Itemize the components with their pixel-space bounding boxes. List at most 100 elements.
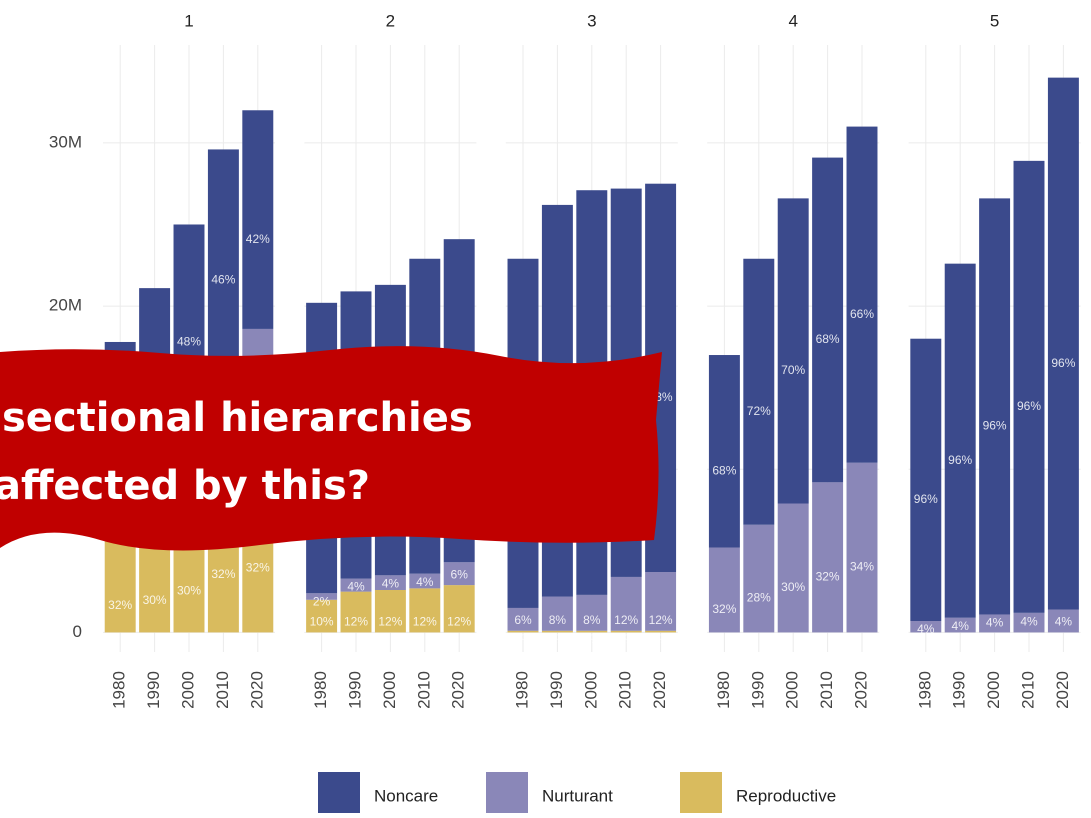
- facet-title: 5: [990, 11, 999, 30]
- legend-label: Reproductive: [736, 786, 836, 805]
- banner-shape: [0, 346, 662, 551]
- x-tick-label: 2000: [581, 671, 600, 709]
- bar-segment: [708, 547, 740, 633]
- value-label: 4%: [416, 575, 434, 589]
- value-label: 28%: [747, 591, 771, 605]
- value-label: 96%: [1051, 356, 1075, 370]
- y-tick-label: 30M: [49, 132, 82, 151]
- x-tick-label: 2010: [817, 671, 836, 709]
- value-label: 12%: [614, 613, 638, 627]
- bar-segment: [846, 126, 878, 463]
- value-label: 46%: [211, 273, 235, 287]
- value-label: 4%: [917, 622, 935, 636]
- x-tick-label: 2010: [213, 671, 232, 709]
- value-label: 8%: [583, 613, 601, 627]
- x-tick-label: 1990: [345, 671, 364, 709]
- value-label: 42%: [246, 232, 270, 246]
- value-label: 12%: [649, 613, 673, 627]
- legend-swatch: [486, 772, 528, 813]
- bar-segment: [409, 588, 441, 633]
- bar-segment: [541, 630, 573, 633]
- value-label: 6%: [451, 567, 469, 581]
- bar-segment: [1013, 160, 1045, 613]
- legend-swatch: [318, 772, 360, 813]
- x-tick-label: 1980: [714, 671, 733, 709]
- x-tick-label: 1990: [748, 671, 767, 709]
- value-label: 12%: [344, 615, 368, 629]
- x-tick-label: 1980: [915, 671, 934, 709]
- facet-title: 3: [587, 11, 596, 30]
- bar-segment: [576, 630, 608, 633]
- value-label: 4%: [952, 619, 970, 633]
- bar-segment: [743, 524, 775, 633]
- value-label: 68%: [816, 332, 840, 346]
- value-label: 2%: [313, 594, 331, 608]
- value-label: 4%: [347, 580, 365, 594]
- bar-segment: [374, 589, 406, 633]
- x-tick-label: 1980: [311, 671, 330, 709]
- x-tick-label: 1990: [547, 671, 566, 709]
- value-label: 70%: [781, 363, 805, 377]
- legend: Noncare Nurturant Reproductive: [318, 772, 836, 813]
- value-label: 12%: [447, 615, 471, 629]
- bar-segment: [443, 585, 475, 633]
- x-tick-label: 1980: [512, 671, 531, 709]
- bar-segment: [541, 596, 573, 631]
- bar-segment: [777, 503, 809, 633]
- value-label: 96%: [914, 492, 938, 506]
- value-label: 32%: [712, 602, 736, 616]
- bar-segment: [340, 578, 372, 592]
- bar-segment: [374, 575, 406, 590]
- bar-segment: [910, 620, 942, 633]
- x-tick-label: 2010: [1018, 671, 1037, 709]
- facet-title: 1: [184, 11, 193, 30]
- bar-segment: [306, 593, 338, 600]
- value-label: 30%: [143, 593, 167, 607]
- value-label: 0%: [514, 632, 532, 646]
- bar-segment: [645, 630, 677, 633]
- legend-label: Noncare: [374, 786, 438, 805]
- bar-segment: [708, 355, 740, 548]
- bar-segment: [645, 572, 677, 631]
- bar-segment: [944, 263, 976, 618]
- bar-segment: [979, 198, 1011, 615]
- value-label: 10%: [310, 615, 334, 629]
- bar-segment: [1047, 77, 1079, 610]
- banner-line: affected by this?: [0, 463, 370, 509]
- value-label: 30%: [781, 580, 805, 594]
- bar-segment: [409, 573, 441, 589]
- bar-segment: [846, 462, 878, 633]
- value-label: 0%: [652, 632, 670, 646]
- value-label: 96%: [948, 453, 972, 467]
- x-tick-label: 2010: [414, 671, 433, 709]
- value-label: 30%: [177, 583, 201, 597]
- value-label: 96%: [983, 419, 1007, 433]
- x-tick-label: 2000: [984, 671, 1003, 709]
- value-label: 34%: [850, 560, 874, 574]
- value-label: 4%: [382, 576, 400, 590]
- banner: sectional hierarchies affected by this?: [0, 346, 662, 551]
- x-tick-label: 1990: [144, 671, 163, 709]
- value-label: 0%: [549, 632, 567, 646]
- value-label: 68%: [712, 463, 736, 477]
- x-tick-label: 1990: [950, 671, 969, 709]
- value-label: 12%: [378, 615, 402, 629]
- bar-segment: [610, 630, 642, 633]
- bar-segment: [242, 110, 274, 329]
- value-label: 4%: [1055, 615, 1073, 629]
- x-tick-label: 2020: [1053, 671, 1072, 709]
- bar-segment: [812, 482, 844, 633]
- bar-segment: [576, 594, 608, 631]
- value-label: 32%: [211, 567, 235, 581]
- legend-label: Nurturant: [542, 786, 613, 805]
- bar-segment: [207, 149, 239, 372]
- value-label: 96%: [1017, 399, 1041, 413]
- value-label: 32%: [816, 570, 840, 584]
- bar-segment: [610, 576, 642, 631]
- x-tick-label: 2000: [178, 671, 197, 709]
- x-tick-label: 1980: [110, 671, 129, 709]
- bar-segment: [812, 157, 844, 483]
- bar-segment: [1013, 612, 1045, 633]
- bar-segment: [306, 599, 338, 633]
